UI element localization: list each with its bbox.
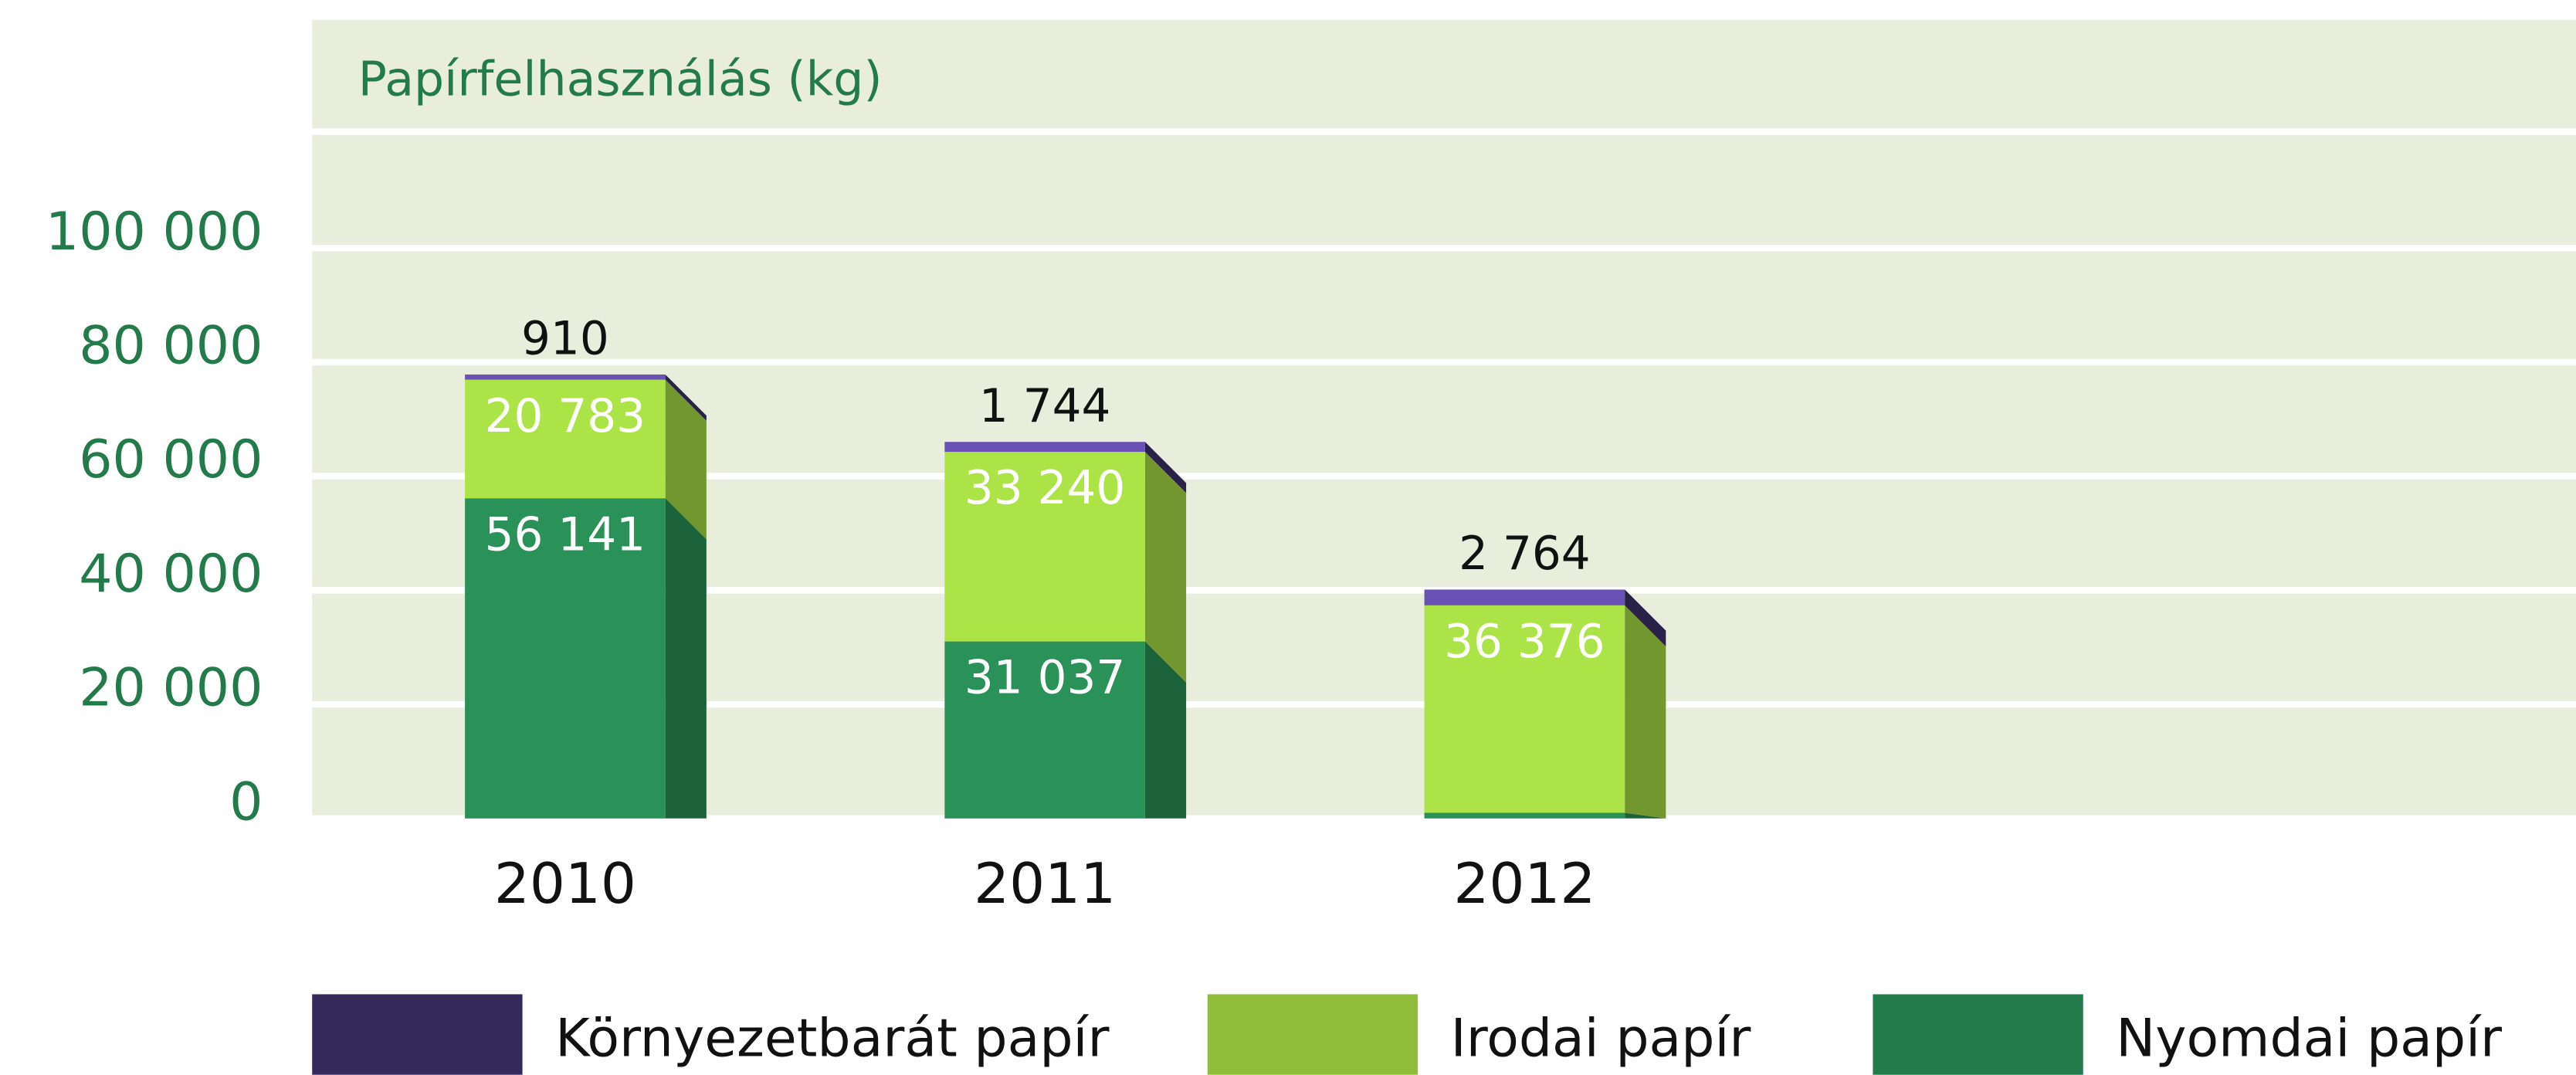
legend-swatch <box>312 994 523 1075</box>
data-label: 20 783 <box>485 390 646 443</box>
y-tick-label: 20 000 <box>79 658 263 719</box>
bar-side <box>1625 605 1666 819</box>
bar <box>465 379 666 499</box>
bar <box>944 641 1145 819</box>
bar-side <box>665 498 707 819</box>
data-label: 56 141 <box>485 508 646 561</box>
y-tick-label: 60 000 <box>79 429 263 490</box>
legend-label: Nyomdai papír <box>2116 1009 2502 1070</box>
y-tick-label: 0 <box>229 771 263 833</box>
data-label: 2 764 <box>1459 527 1591 581</box>
y-tick-label: 100 000 <box>46 202 263 263</box>
y-tick-label: 40 000 <box>79 544 263 605</box>
legend-label: Irodai papír <box>1451 1009 1751 1070</box>
bar <box>465 374 666 380</box>
bar-side <box>665 374 707 421</box>
legend-swatch <box>1873 994 2083 1075</box>
bar <box>465 498 666 819</box>
bar <box>1424 812 1625 819</box>
data-label: 31 037 <box>964 652 1125 705</box>
data-label: 36 376 <box>1444 615 1605 669</box>
bar-side <box>665 379 707 540</box>
bar-side <box>1625 589 1666 647</box>
bar-side <box>1144 641 1187 819</box>
data-label: 910 <box>521 313 609 366</box>
bar <box>944 442 1145 453</box>
chart-title: Papírfelhasználás (kg) <box>358 52 883 107</box>
data-label: 33 240 <box>964 462 1125 515</box>
data-label: 1 744 <box>979 380 1111 433</box>
x-tick-label: 2012 <box>1453 852 1595 917</box>
x-tick-label: 2010 <box>494 852 636 917</box>
y-tick-label: 80 000 <box>79 315 263 376</box>
bar-side <box>1144 442 1187 493</box>
bar <box>1424 605 1625 813</box>
x-tick-label: 2011 <box>974 852 1116 917</box>
bar <box>1424 589 1625 605</box>
legend-swatch <box>1207 994 1418 1075</box>
bar <box>944 452 1145 642</box>
bar-side <box>1144 452 1187 683</box>
legend-label: Környezetbarát papír <box>555 1009 1109 1070</box>
